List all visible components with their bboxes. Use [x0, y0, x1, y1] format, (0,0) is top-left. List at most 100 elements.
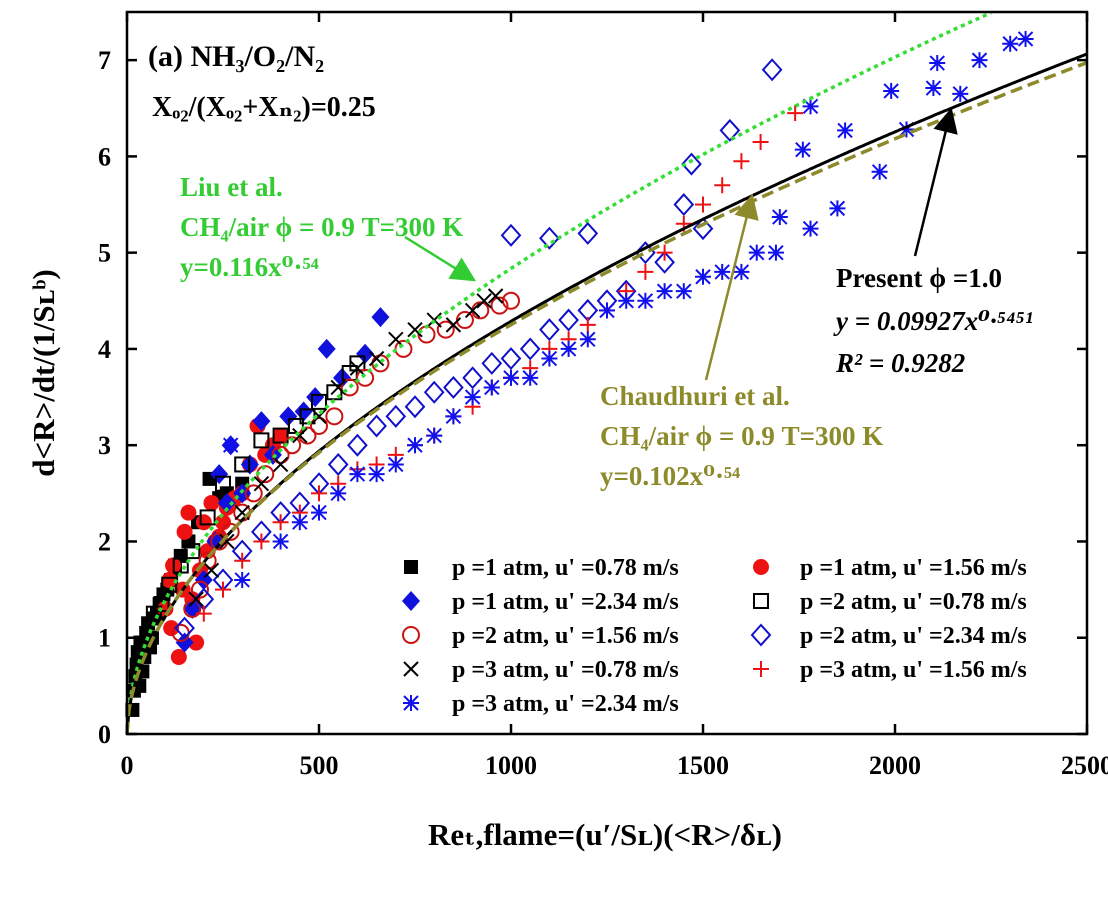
- legend-marker: [402, 591, 420, 611]
- data-point: [695, 268, 711, 285]
- series-5: [174, 58, 783, 640]
- data-point: [519, 337, 541, 361]
- legend-entry: p =3 atm, u' =2.34 m/s: [403, 691, 679, 717]
- data-point: [215, 475, 231, 492]
- data-point: [407, 321, 423, 338]
- data-point: [771, 209, 788, 226]
- legend-label: p =3 atm, u' =2.34 m/s: [452, 691, 679, 717]
- data-point: [161, 571, 178, 588]
- data-point: [929, 55, 946, 72]
- data-point: [883, 82, 900, 99]
- data-point: [183, 599, 202, 618]
- data-point: [215, 514, 231, 531]
- data-point: [673, 193, 695, 217]
- data-point: [244, 484, 263, 503]
- data-point: [522, 369, 539, 386]
- legend-marker: [753, 559, 769, 575]
- data-point: [748, 244, 765, 261]
- data-point: [163, 620, 180, 637]
- y-tick-label: 4: [98, 335, 111, 364]
- data-point: [794, 141, 811, 158]
- data-point: [294, 401, 313, 422]
- data-point: [404, 395, 426, 419]
- data-point: [443, 375, 464, 399]
- data-point: [368, 350, 385, 367]
- data-point: [188, 634, 205, 651]
- x-tick-label: 500: [300, 751, 339, 780]
- data-point: [356, 368, 375, 387]
- data-point: [502, 291, 520, 310]
- data-point: [733, 153, 750, 170]
- chaudhuri-fit-condition: CH₄/air ϕ = 0.9 T=300 K: [600, 421, 883, 451]
- data-point: [311, 408, 327, 425]
- legend-marker: [750, 623, 772, 647]
- data-point: [445, 317, 462, 333]
- data-point: [558, 308, 579, 332]
- data-point: [837, 122, 854, 139]
- y-tick-label: 2: [98, 527, 111, 556]
- axis-ticks-layer: 0 500 1000 1500 2000 2500 0 1 2 3 4 5 6 7: [98, 12, 1108, 780]
- legend-label: p =1 atm, u' =2.34 m/s: [452, 589, 679, 615]
- data-point: [464, 302, 481, 319]
- data-point: [436, 320, 455, 339]
- y-tick-label: 7: [98, 46, 111, 75]
- data-point: [222, 437, 239, 454]
- legend-label: p =1 atm, u' =0.78 m/s: [452, 555, 679, 581]
- data-point: [483, 379, 500, 396]
- data-point: [1002, 35, 1019, 52]
- data-point: [190, 580, 209, 599]
- data-point: [153, 596, 170, 613]
- data-point: [500, 223, 522, 247]
- data-point: [462, 366, 483, 390]
- data-point: [500, 347, 522, 371]
- legend-label: p =2 atm, u' =0.78 m/s: [800, 589, 1027, 615]
- data-point: [925, 80, 942, 97]
- data-point: [253, 475, 270, 492]
- data-point: [330, 485, 347, 502]
- data-point: [347, 433, 368, 457]
- data-point: [234, 456, 251, 473]
- data-point: [271, 445, 290, 464]
- panel-label: (a) NH₃/O₂/N₂: [148, 40, 324, 73]
- legend-entry: p =2 atm, u' =1.56 m/s: [402, 623, 679, 649]
- chaudhuri-fit-arrow: [704, 193, 759, 381]
- x-axis-title: Reₜ,flame=(u′/Sʟ)(<R>/δʟ): [428, 817, 782, 852]
- x-tick-label: 2500: [1061, 751, 1108, 780]
- legend-marker: [402, 626, 420, 644]
- data-point: [253, 533, 270, 550]
- data-point: [481, 351, 503, 375]
- data-point: [272, 514, 289, 531]
- data-point: [394, 339, 413, 358]
- data-point: [349, 360, 366, 376]
- data-point: [206, 531, 225, 552]
- data-point: [175, 632, 194, 653]
- data-point: [221, 522, 240, 541]
- liu-fit-equation: y=0.116x⁰·⁵⁴: [180, 252, 319, 282]
- legend-entry: p =2 atm, u' =0.78 m/s: [753, 589, 1027, 615]
- data-point: [476, 293, 492, 309]
- legend-label: p =1 atm, u' =1.56 m/s: [800, 555, 1027, 581]
- data-point: [194, 569, 213, 590]
- data-point: [203, 494, 220, 511]
- data-point: [272, 427, 289, 444]
- legend-marker: [753, 661, 769, 677]
- data-point: [387, 456, 404, 473]
- data-point: [198, 551, 217, 570]
- data-point: [539, 318, 560, 342]
- data-point: [330, 379, 346, 396]
- legend-entry: p =1 atm, u' =0.78 m/s: [404, 555, 679, 581]
- data-point: [871, 163, 888, 180]
- data-point: [172, 557, 189, 574]
- data-point: [272, 533, 289, 550]
- liu-fit-author: Liu et al.: [180, 172, 283, 202]
- data-point: [503, 369, 519, 386]
- data-point: [445, 408, 462, 425]
- chaudhuri-fit-author: Chaudhuri et al.: [600, 381, 790, 411]
- data-point: [423, 380, 445, 404]
- data-point: [180, 504, 197, 521]
- data-point: [952, 85, 969, 102]
- legend-label: p =3 atm, u' =0.78 m/s: [452, 657, 679, 683]
- data-point: [385, 404, 407, 428]
- data-point: [174, 616, 195, 640]
